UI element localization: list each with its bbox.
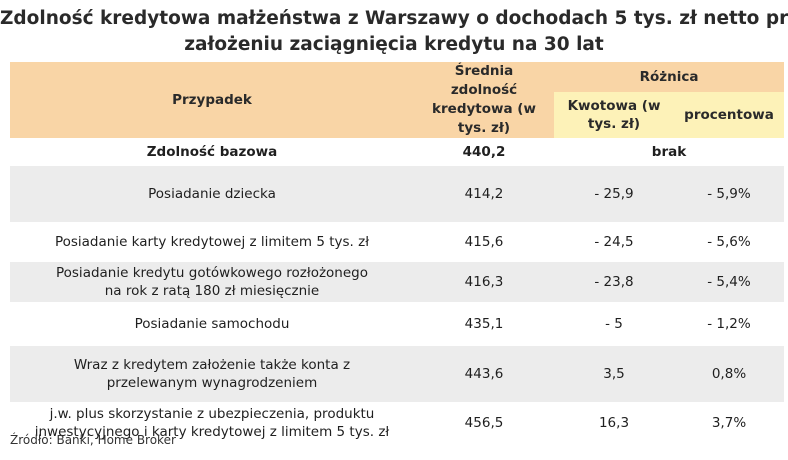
header-amount: Kwotowa (w tys. zł) [554,91,674,138]
cell-diff: brak [651,144,687,160]
cell-case: j.w. plus skorzystanie z ubezpieczenia, … [34,406,390,440]
title-line-2: założeniu zaciągnięcia kredytu na 30 lat [184,34,604,55]
table-row: Posiadanie kredytu gotówkowego rozłożone… [10,262,785,302]
cell-case: Zdolność bazowa [146,144,278,160]
cell-case: Posiadanie dziecka [10,166,414,222]
source-note: Źródło: Banki, Home Broker [10,433,176,447]
cell-amount: 16,3 [598,415,630,431]
cell-amount: - 5 [605,316,623,332]
page-title: Zdolność kredytowa małżeństwa z Warszawy… [0,6,788,58]
table-row: j.w. plus skorzystanie z ubezpieczenia, … [10,402,784,444]
cell-amount: - 23,8 [554,262,674,302]
cell-avg: 435,1 [464,316,504,332]
cell-amount: - 25,9 [554,166,674,222]
cell-percent: - 5,6% [707,234,751,250]
cell-avg: 416,3 [414,262,554,302]
cell-case: Posiadanie karty kredytowej z limitem 5 … [54,234,370,250]
cell-avg: 456,5 [464,415,504,431]
data-table-wrapper: Przypadek Średnia zdolność kredytowa (w … [10,62,785,444]
header-avg: Średnia zdolność kredytowa (w tys. zł) [414,62,554,138]
table-row: Wraz z kredytem założenie także konta z … [10,346,785,402]
header-case: Przypadek [10,62,414,138]
cell-case: Posiadanie kredytu gotówkowego rozłożone… [10,262,414,302]
cell-avg: 414,2 [414,166,554,222]
cell-avg: 415,6 [464,234,504,250]
title-line-1: Zdolność kredytowa małżeństwa z Warszawy… [0,8,788,29]
cell-amount: 3,5 [554,346,674,402]
table-row: Posiadanie samochodu 435,1 - 5 - 1,2% [10,302,784,346]
cell-percent: - 5,9% [674,166,785,222]
table-row: Posiadanie dziecka 414,2 - 25,9 - 5,9% [10,166,785,222]
cell-amount: - 24,5 [594,234,634,250]
table-row-base: Zdolność bazowa 440,2 brak [10,138,784,166]
cell-case: Posiadanie samochodu [134,316,290,332]
cell-percent: 0,8% [674,346,785,402]
cell-percent: - 1,2% [707,316,751,332]
cell-case: Wraz z kredytem założenie także konta z … [10,346,414,402]
cell-percent: - 5,4% [674,262,785,302]
credit-capacity-table: Przypadek Średnia zdolność kredytowa (w … [10,62,785,444]
cell-avg: 443,6 [414,346,554,402]
table-row: Posiadanie karty kredytowej z limitem 5 … [10,222,784,262]
header-diff: Różnica [554,62,785,92]
cell-avg: 440,2 [462,144,506,160]
cell-percent: 3,7% [711,415,747,431]
header-percent: procentowa [674,91,785,138]
